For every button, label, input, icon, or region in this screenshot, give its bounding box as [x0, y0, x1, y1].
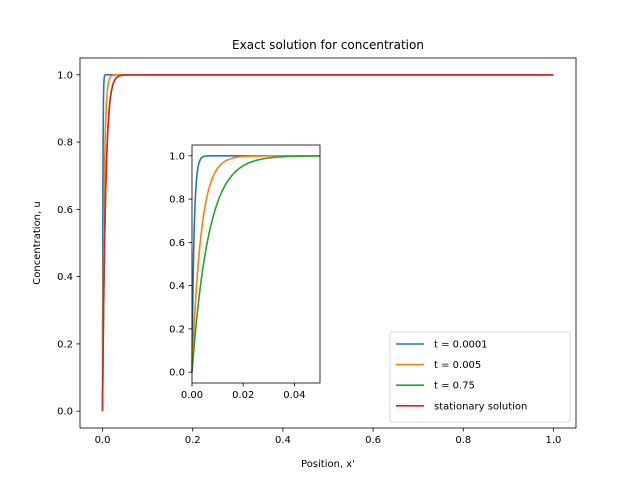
main-x-tick-label-1: 0.2 — [185, 435, 201, 446]
main-x-tick-label-4: 0.8 — [455, 435, 471, 446]
main-x-ticks: 0.0 0.2 0.4 0.6 0.8 1.0 — [95, 428, 562, 446]
inset-series-line-2 — [191, 155, 321, 373]
inset-x-tick-label-0: 0.00 — [181, 390, 203, 401]
inset-y-tick-label-2: 0.4 — [169, 281, 185, 292]
inset-axes: 0.00 0.02 0.04 0.0 0.2 0.4 0.6 0.8 1.0 — [169, 144, 321, 401]
main-series-line-4 — [101, 74, 554, 412]
inset-y-tick-label-4: 0.8 — [169, 195, 185, 206]
x-axis-label: Position, x' — [301, 459, 355, 470]
inset-y-tick-label-3: 0.6 — [169, 238, 185, 249]
chart-title: Exact solution for concentration — [232, 38, 424, 52]
main-x-tick-label-5: 1.0 — [546, 435, 562, 446]
inset-y-tick-label-1: 0.2 — [169, 324, 185, 335]
inset-background — [192, 145, 320, 383]
main-axes: 0.0 0.2 0.4 0.6 0.8 1.0 0.0 0.2 0.4 0.6 0.8 1.0 — [57, 57, 577, 446]
legend-box — [389, 331, 571, 423]
main-y-tick-label-0: 0.0 — [57, 407, 73, 418]
inset-y-tick-label-5: 1.0 — [169, 151, 185, 162]
main-x-tick-label-0: 0.0 — [95, 435, 111, 446]
inset-x-tick-label-1: 0.02 — [232, 390, 254, 401]
main-y-tick-label-3: 0.6 — [57, 205, 73, 216]
legend-label-4: stationary solution — [434, 401, 527, 412]
inset-x-tick-label-2: 0.04 — [283, 390, 305, 401]
main-plot-frame — [79, 57, 577, 429]
legend-label-2: t = 0.005 — [434, 360, 481, 371]
main-y-tick-label-4: 0.8 — [57, 138, 73, 149]
inset-series-lines — [191, 155, 321, 373]
legend-label-3: t = 0.75 — [434, 381, 475, 392]
main-y-ticks: 0.0 0.2 0.4 0.6 0.8 1.0 — [57, 70, 80, 418]
inset-y-tick-label-0: 0.0 — [169, 368, 185, 379]
legend-entries: t = 0.0001 t = 0.005 t = 0.75 stationary so… — [396, 340, 527, 412]
inset-plot-frame — [191, 144, 321, 384]
inset-y-ticks: 0.0 0.2 0.4 0.6 0.8 1.0 — [169, 151, 192, 379]
inset-series-line-3 — [191, 155, 321, 373]
main-series-lines — [101, 74, 554, 412]
main-y-tick-label-1: 0.2 — [57, 339, 73, 350]
inset-x-ticks: 0.00 0.02 0.04 — [181, 383, 306, 401]
y-axis-label: Concentration, u — [32, 201, 43, 284]
main-y-tick-label-2: 0.4 — [57, 272, 73, 283]
main-y-tick-label-5: 1.0 — [57, 70, 73, 81]
main-x-tick-label-3: 0.6 — [365, 435, 381, 446]
main-x-tick-label-2: 0.4 — [275, 435, 291, 446]
legend: t = 0.0001 t = 0.005 t = 0.75 stationary so… — [389, 331, 571, 423]
legend-label-1: t = 0.0001 — [434, 340, 488, 351]
